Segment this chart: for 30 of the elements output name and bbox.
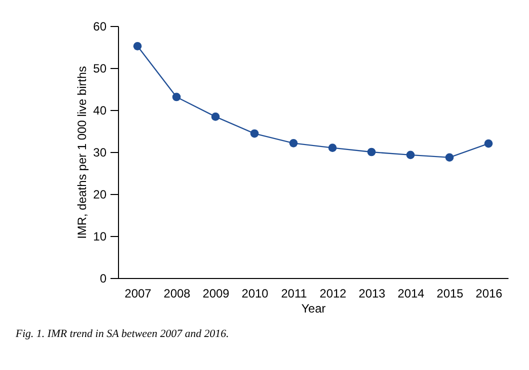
x-tick-label: 2012 <box>320 286 347 300</box>
y-tick-label: 10 <box>93 230 107 244</box>
y-tick-label: 40 <box>93 104 107 118</box>
point <box>250 129 259 138</box>
x-tick-label: 2014 <box>398 286 425 300</box>
point <box>133 42 142 50</box>
x-axis-title: Year <box>301 302 326 316</box>
x-tick-label: 2008 <box>164 286 191 300</box>
caption: Fig. 1. IMR trend in SA between 2007 and 2016. <box>14 328 229 340</box>
point <box>484 139 493 148</box>
y-tick-label: 0 <box>100 272 107 286</box>
y-tick-label: 50 <box>93 62 107 76</box>
point <box>328 144 337 152</box>
point <box>367 148 376 156</box>
point <box>406 150 415 160</box>
point <box>445 153 454 162</box>
x-tick-label: 2007 <box>124 286 152 300</box>
point <box>211 112 220 121</box>
x-tick-label: 2010 <box>242 286 269 300</box>
point <box>172 92 181 102</box>
x-tick-label: 2011 <box>281 286 308 300</box>
x-tick-label: 2015 <box>436 286 464 300</box>
x-tick-label: 2016 <box>476 286 503 300</box>
y-tick-label: 20 <box>93 188 107 202</box>
y-tick-label: 30 <box>93 146 107 160</box>
y-axis-title: IMR, deaths per 1 000 live births <box>75 66 90 239</box>
x-tick-label: 2009 <box>202 286 230 300</box>
y-tick-label: 60 <box>93 20 107 34</box>
point <box>289 139 298 148</box>
x-tick-label: 2013 <box>358 286 386 300</box>
